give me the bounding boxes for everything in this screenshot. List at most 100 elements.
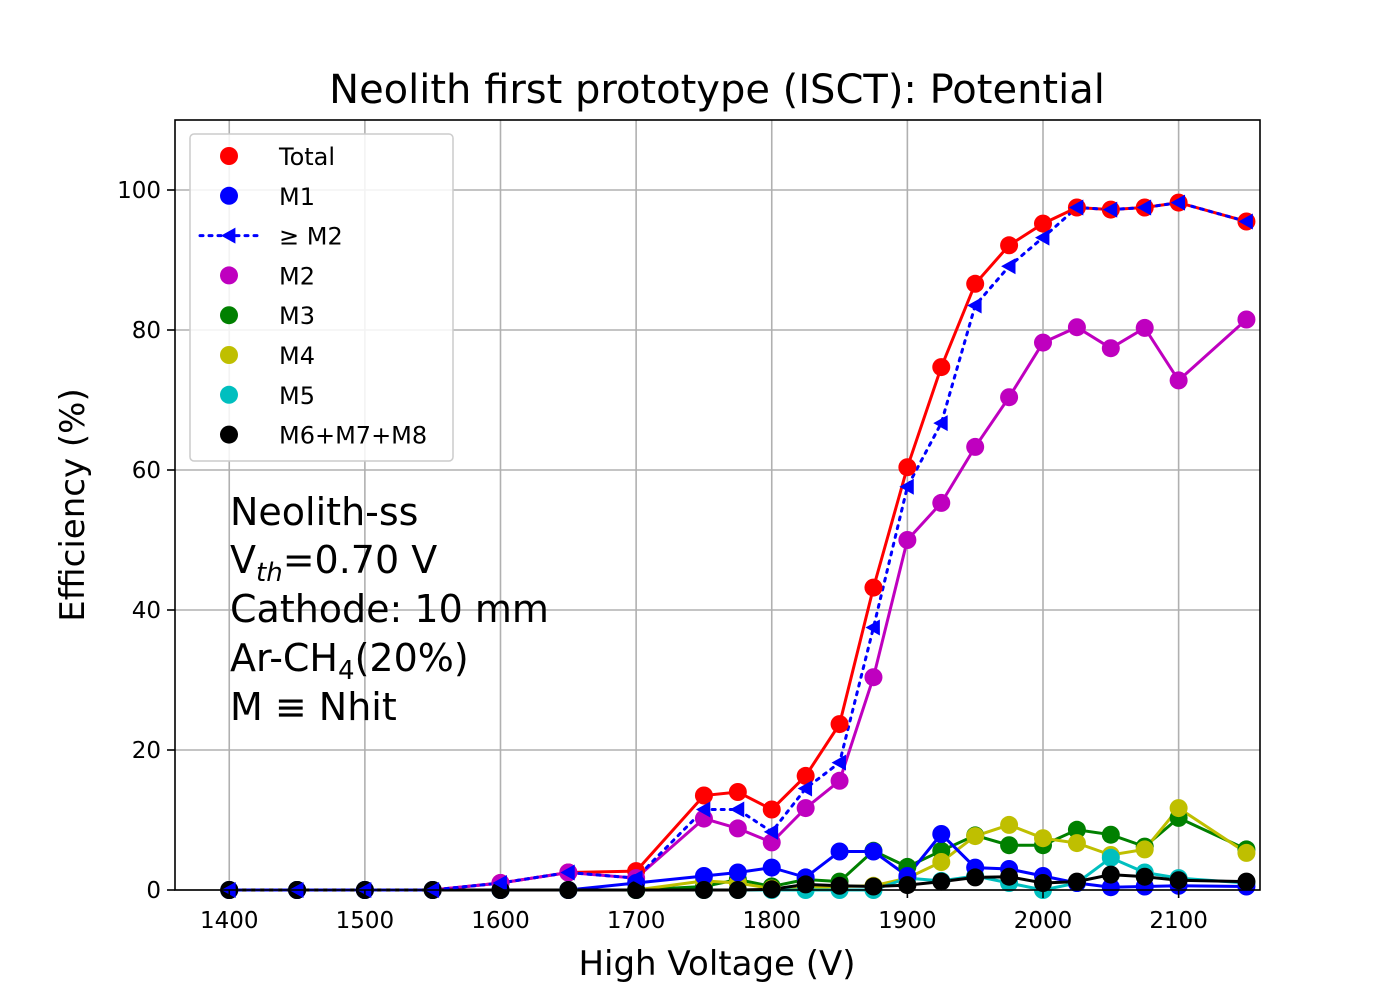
data-point-m6-m7-m8: [1000, 867, 1019, 886]
x-tick-label: 1400: [200, 908, 259, 934]
data-point-m6-m7-m8: [796, 875, 815, 894]
data-point-m2: [831, 754, 846, 771]
legend-marker-m5: [220, 385, 238, 404]
y-tick-label: 20: [132, 738, 161, 764]
data-point-m2: [1102, 201, 1118, 218]
data-point-m2: [1238, 213, 1253, 230]
legend-label-m3: M3: [279, 302, 315, 330]
data-point-m1: [830, 842, 849, 861]
data-point-m1: [694, 867, 713, 885]
legend: Total M1 ≥ M2 M2 M3 M4 M5 M6+M7+M8: [189, 133, 454, 462]
data-point-m1: [932, 825, 951, 843]
y-axis-label: Efficiency (%): [53, 388, 93, 621]
data-point-m2: [1136, 199, 1152, 216]
data-point-m6-m7-m8: [932, 872, 951, 891]
data-point-m2: [628, 870, 643, 887]
legend-marker-m6-m7-m8: [220, 425, 238, 444]
chart-title: Neolith first prototype (ISCT): Potentia…: [329, 67, 1105, 113]
data-point-m6-m7-m8: [1169, 871, 1188, 890]
annotation-neolith: Neolith-ss: [230, 490, 418, 534]
data-point-m2: [1035, 229, 1050, 246]
legend-marker-total: [220, 147, 238, 165]
data-point-m2: [933, 415, 948, 432]
data-point-m3: [1067, 820, 1086, 839]
data-point-m4: [1000, 815, 1019, 834]
x-tick-label: 1800: [742, 908, 801, 934]
data-point-m4: [1237, 843, 1256, 862]
data-point-m2: [728, 819, 747, 838]
axis-ticks: 1400 1500 1600 1700 1800 1900 2000 2100 0 20 40 60 8…: [117, 178, 1208, 934]
annotation-m-definition: M ≡ Nhit: [230, 685, 397, 729]
data-point-total: [932, 358, 951, 377]
series-markers: [220, 193, 1256, 899]
data-point-m2: [796, 799, 815, 818]
data-point-m2: [830, 771, 849, 790]
legend-label-m1: M1: [279, 183, 315, 211]
y-tick-label: 40: [132, 598, 161, 624]
data-point-m2: [729, 801, 745, 818]
data-point-total: [728, 783, 747, 801]
data-point-total: [694, 786, 713, 805]
data-point-m1: [1101, 878, 1120, 897]
data-point-m6-m7-m8: [966, 868, 985, 887]
data-point-m2: [763, 823, 779, 840]
legend-label-m4: M4: [279, 342, 315, 370]
legend-label-m5: M5: [279, 382, 315, 410]
data-point-m2: [1034, 333, 1052, 352]
y-tick-label: 80: [132, 318, 161, 344]
x-tick-label: 1900: [878, 908, 937, 934]
data-point-m5: [1101, 848, 1120, 867]
data-point-m2: [1135, 318, 1154, 337]
data-point-m2: [898, 531, 917, 549]
data-point-m2: [1068, 199, 1084, 216]
data-point-m6-m7-m8: [1067, 872, 1086, 891]
data-point-m3: [1000, 836, 1019, 855]
data-point-m4: [966, 827, 985, 846]
data-point-m2: [797, 780, 813, 797]
legend-marker-m2: [221, 227, 236, 244]
data-point-m2: [1000, 388, 1019, 407]
x-tick-label: 2000: [1014, 908, 1073, 934]
legend-marker-m3: [220, 306, 238, 325]
annotation-cathode: Cathode: 10 mm: [230, 587, 549, 631]
data-point-m2: [1001, 258, 1016, 275]
annotation-vth: Vth=0.70 V: [230, 538, 437, 588]
x-tick-label: 1600: [471, 908, 530, 934]
data-point-m2: [865, 619, 880, 636]
data-point-m6-m7-m8: [1101, 865, 1120, 884]
data-point-m6-m7-m8: [1237, 872, 1256, 891]
x-axis-label: High Voltage (V): [578, 944, 855, 984]
data-point-total: [966, 274, 985, 293]
data-point-m2: [695, 801, 711, 818]
data-point-m2: [899, 478, 914, 495]
x-tick-label: 1500: [336, 908, 395, 934]
data-point-total: [796, 766, 815, 785]
data-point-m4: [1135, 840, 1154, 859]
legend-marker-m2: [220, 266, 238, 285]
data-point-m2: [932, 493, 951, 512]
x-tick-label: 2100: [1149, 908, 1208, 934]
data-point-m2: [966, 437, 985, 456]
annotation-gas: Ar-CH4(20%): [230, 636, 469, 686]
data-point-m2: [560, 864, 575, 881]
data-point-m2: [967, 297, 982, 314]
data-point-m2: [864, 668, 883, 687]
legend-label-m2: M2: [279, 262, 315, 290]
data-point-m2: [1237, 310, 1256, 329]
data-point-m2: [1169, 371, 1188, 390]
legend-label-m2: ≥ M2: [279, 223, 343, 251]
data-point-m6-m7-m8: [1034, 874, 1052, 892]
data-point-total: [830, 715, 849, 734]
data-point-m3: [1101, 825, 1120, 844]
legend-marker-m1: [220, 186, 238, 205]
data-point-total: [1034, 214, 1052, 233]
y-tick-label: 60: [132, 458, 161, 484]
legend-box: [189, 133, 454, 462]
data-point-m4: [1034, 829, 1052, 848]
data-point-m2: [1101, 339, 1120, 358]
y-tick-label: 0: [146, 878, 161, 904]
data-point-total: [898, 458, 917, 477]
legend-label-m6-m7-m8: M6+M7+M8: [279, 422, 427, 450]
plot-frame: [174, 119, 1261, 891]
